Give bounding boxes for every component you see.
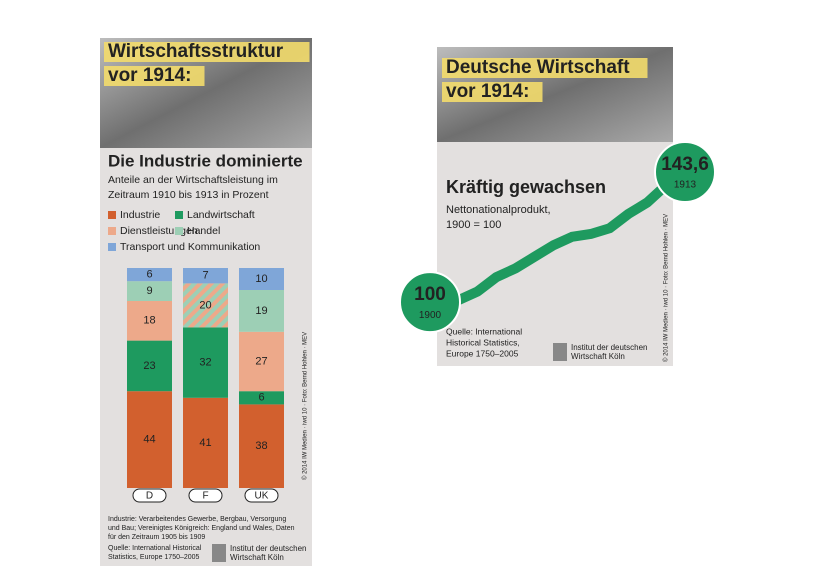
- bar-segment: [183, 268, 228, 284]
- legend-swatch: [108, 227, 116, 235]
- bar-segment: [183, 327, 228, 398]
- endpoint-circle: [399, 271, 461, 334]
- value-label: 100: [414, 284, 446, 305]
- title-highlight: [104, 66, 205, 86]
- credit: © 2014 IW Medien · iwd 10 · Foto: Bernd …: [302, 332, 309, 480]
- legend-label: Handel: [187, 225, 220, 237]
- legend-swatch: [175, 227, 183, 235]
- bar-segment: [239, 268, 284, 290]
- value-label: 19: [255, 305, 267, 317]
- category-oval: [244, 488, 279, 503]
- subtitle: Kräftig gewachsen: [446, 177, 606, 197]
- bar-segment: [127, 301, 172, 341]
- bar-segment: [239, 290, 284, 332]
- source: Quelle: International Historical: [108, 545, 202, 552]
- bar-segment: [183, 397, 228, 488]
- category-oval: [132, 488, 167, 503]
- legend-swatch: [108, 243, 116, 251]
- value-label: 41: [199, 437, 211, 449]
- description: Anteile an der Wirtschaftsleistung im: [108, 174, 278, 186]
- value-label: 38: [255, 440, 267, 452]
- value-label: 10: [255, 273, 267, 285]
- bar-segment: [239, 404, 284, 488]
- title: Deutsche Wirtschaft: [446, 57, 630, 78]
- bar-segment: [127, 281, 172, 301]
- bar-segment: [239, 391, 284, 405]
- title: vor 1914:: [446, 81, 529, 102]
- logo-icon: [212, 544, 226, 562]
- value-label: 20: [199, 299, 211, 311]
- footnote: für den Zeitraum 1905 bis 1909: [108, 534, 205, 541]
- value-label: 32: [199, 357, 211, 369]
- bar-segment: [127, 340, 172, 392]
- legend-swatch: [175, 211, 183, 219]
- x-tick-label: D: [146, 491, 153, 502]
- logo-icon: [553, 343, 567, 361]
- value-label: 23: [143, 360, 155, 372]
- bar-segment: [127, 268, 172, 282]
- description: Zeitraum 1910 bis 1913 in Prozent: [108, 189, 269, 201]
- title-highlight: [442, 58, 648, 78]
- x-tick-label: 1913: [674, 180, 697, 191]
- footnote: Industrie: Verarbeitendes Gewerbe, Bergb…: [108, 516, 286, 523]
- value-label: 6: [146, 269, 152, 281]
- line: [439, 167, 688, 305]
- endpoint-circle: [654, 141, 716, 203]
- logo-text: Institut der deutschen: [571, 343, 648, 352]
- x-tick-label: UK: [255, 491, 269, 502]
- credit: © 2014 IW Medien · iwd 10 · Foto: Bernd …: [663, 214, 670, 362]
- legend-label: Transport und Kommunikation: [120, 241, 260, 253]
- source: Historical Statistics,: [446, 337, 520, 347]
- x-tick-label: 1900: [419, 310, 442, 321]
- logo-text: Wirtschaft Köln: [571, 352, 625, 361]
- value-label: 9: [146, 285, 152, 297]
- x-tick-label: F: [202, 491, 208, 502]
- value-label: 6: [258, 392, 264, 404]
- value-label: 143,6: [661, 154, 709, 175]
- value-label: 18: [143, 315, 155, 327]
- description: 1900 = 100: [446, 219, 501, 231]
- logo-text: Wirtschaft Köln: [230, 553, 284, 562]
- bar-segment: [183, 283, 228, 328]
- title: Wirtschaftsstruktur: [108, 41, 284, 62]
- source: Quelle: International: [446, 326, 522, 336]
- bar-segment: [239, 331, 284, 392]
- logo-text: Institut der deutschen: [230, 544, 307, 553]
- category-oval: [188, 488, 223, 503]
- subtitle: Die Industrie dominierte: [108, 151, 303, 170]
- source: Europe 1750–2005: [446, 348, 519, 358]
- footnote: und Bau; Vereinigtes Königreich: England…: [108, 525, 295, 532]
- legend-label: Industrie: [120, 209, 160, 221]
- source: Statistics, Europe 1750–2005: [108, 554, 200, 561]
- value-label: 44: [143, 434, 155, 446]
- title-highlight: [104, 42, 310, 62]
- value-label: 27: [255, 355, 267, 367]
- title-highlight: [442, 82, 543, 102]
- bar-segment: [127, 391, 172, 488]
- legend-swatch: [108, 211, 116, 219]
- legend-label: Landwirtschaft: [187, 209, 255, 221]
- value-label: 7: [202, 270, 208, 282]
- description: Nettonationalprodukt,: [446, 204, 551, 216]
- title: vor 1914:: [108, 65, 191, 86]
